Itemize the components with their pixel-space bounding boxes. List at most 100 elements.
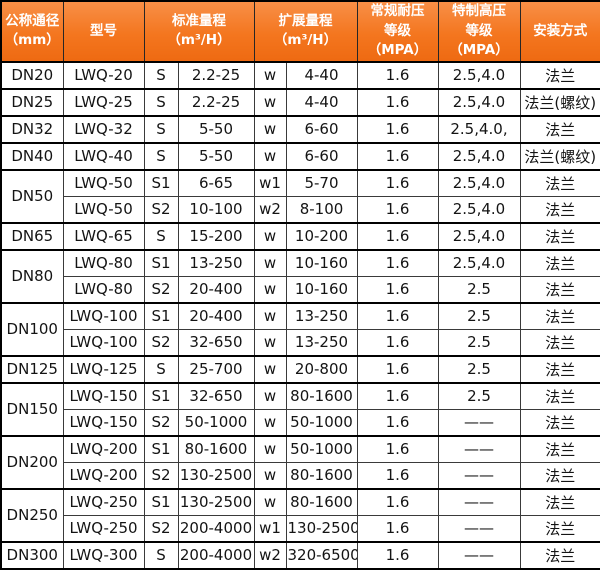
cell-install: 法兰: [519, 249, 600, 277]
cell-model: LWQ-250: [62, 488, 145, 516]
cell-model: LWQ-20: [62, 61, 145, 90]
cell-model: LWQ-150: [62, 408, 145, 437]
cell-ext-code: w: [253, 408, 287, 437]
cell-install: 法兰(螺纹): [519, 142, 600, 171]
cell-high-mpa: 2.5: [437, 382, 521, 410]
table-row: DN150 LWQ-150 S1 32-650 w 80-1600 1.6 2.5 法兰: [0, 382, 600, 437]
cell-normal-mpa: 1.6: [356, 328, 439, 357]
cell-ext-code: w: [253, 275, 287, 304]
cell-install: 法兰: [519, 435, 600, 463]
cell-ext-code: w: [253, 355, 287, 384]
header-install: 安装方式: [519, 0, 600, 63]
cell-model: LWQ-25: [62, 88, 145, 117]
cell-install: 法兰: [519, 461, 600, 490]
cell-model: LWQ-125: [62, 355, 145, 384]
cell-ext-code: w1: [253, 514, 287, 543]
cell-std-code: S2: [143, 408, 179, 437]
cell-ext-code: w: [253, 115, 287, 144]
cell-install: 法兰: [519, 382, 600, 410]
table-row: DN300 LWQ-300 S 200-4000 w2 320-6500 1.6 —— 法兰: [0, 541, 600, 570]
cell-std-range: 20-400: [177, 275, 255, 304]
cell-model: LWQ-80: [62, 249, 145, 277]
cell-model: LWQ-250: [62, 514, 145, 543]
table-row: DN80 LWQ-80 S1 13-250 w 10-160 1.6 2.5,4.0 法兰: [0, 249, 600, 304]
cell-dn: DN300: [0, 541, 64, 570]
cell-dn: DN65: [0, 222, 64, 251]
cell-ext-range: 130-2500: [285, 514, 358, 543]
cell-normal-mpa: 1.6: [356, 488, 439, 516]
cell-normal-mpa: 1.6: [356, 61, 439, 90]
cell-model: LWQ-200: [62, 461, 145, 490]
cell-model: LWQ-300: [62, 541, 145, 570]
header-text-line: （mm）: [4, 32, 60, 49]
cell-ext-code: w2: [253, 541, 287, 570]
cell-install: 法兰: [519, 61, 600, 90]
table-row: DN200 LWQ-200 S1 80-1600 w 50-1000 1.6 —— 法兰: [0, 435, 600, 490]
cell-std-range: 32-650: [177, 328, 255, 357]
cell-ext-range: 4-40: [285, 61, 358, 90]
cell-install: 法兰: [519, 355, 600, 384]
cell-ext-code: w: [253, 61, 287, 90]
header-text-line: 扩展量程: [278, 12, 333, 29]
cell-std-code: S1: [143, 249, 179, 277]
cell-std-range: 2.2-25: [177, 61, 255, 90]
cell-std-code: S2: [143, 514, 179, 543]
cell-std-code: S1: [143, 302, 179, 330]
cell-std-range: 2.2-25: [177, 88, 255, 117]
cell-std-range: 50-1000: [177, 408, 255, 437]
cell-dn: DN20: [0, 61, 64, 90]
cell-high-mpa: 2.5: [437, 275, 521, 304]
table-row: DN20 LWQ-20 S 2.2-25 w 4-40 1.6 2.5,4.0 法兰: [0, 61, 600, 90]
cell-install: 法兰: [519, 541, 600, 570]
table-row: DN250 LWQ-250 S1 130-2500 w 80-1600 1.6 —— 法兰: [0, 488, 600, 543]
cell-model: LWQ-32: [62, 115, 145, 144]
cell-high-mpa: 2.5: [437, 302, 521, 330]
cell-ext-code: w: [253, 435, 287, 463]
cell-std-range: 130-2500: [177, 488, 255, 516]
cell-model: LWQ-150: [62, 382, 145, 410]
cell-ext-range: 80-1600: [285, 488, 358, 516]
cell-high-mpa: 2.5,4.0,: [437, 115, 521, 144]
header-high-pressure: 特制高压 等级（MPA）: [437, 0, 521, 63]
cell-ext-range: 10-160: [285, 275, 358, 304]
cell-dn: DN25: [0, 88, 64, 117]
header-text-line: 等级（MPA）: [449, 22, 509, 59]
cell-normal-mpa: 1.6: [356, 408, 439, 437]
cell-normal-mpa: 1.6: [356, 302, 439, 330]
cell-normal-mpa: 1.6: [356, 355, 439, 384]
cell-ext-range: 5-70: [285, 169, 358, 197]
cell-high-mpa: ——: [437, 488, 521, 516]
cell-install: 法兰: [519, 222, 600, 251]
header-text-line: 特制高压: [452, 3, 506, 19]
cell-high-mpa: 2.5,4.0: [437, 169, 521, 197]
cell-high-mpa: ——: [437, 541, 521, 570]
header-row: 公称通径 （mm） 型号 标准量程 （m³/H） 扩展量程 （m³/H） 常规耐…: [0, 0, 600, 63]
cell-ext-code: w: [253, 249, 287, 277]
header-text-line: 标准量程: [172, 12, 226, 29]
header-standard-range: 标准量程 （m³/H）: [143, 0, 255, 63]
cell-install: 法兰: [519, 195, 600, 224]
cell-std-range: 6-65: [177, 169, 255, 197]
cell-dn: DN150: [0, 382, 64, 437]
cell-ext-range: 10-200: [285, 222, 358, 251]
header-text-line: 等级（MPA）: [367, 22, 428, 59]
cell-ext-range: 80-1600: [285, 461, 358, 490]
cell-std-range: 80-1600: [177, 435, 255, 463]
spec-table-body: DN20 LWQ-20 S 2.2-25 w 4-40 1.6 2.5,4.0 法兰 DN25 LW…: [0, 61, 600, 570]
cell-std-range: 200-4000: [177, 514, 255, 543]
cell-std-range: 10-100: [177, 195, 255, 224]
table-row: LWQ-150 S2 50-1000 w 50-1000 1.6 —— 法兰: [1, 408, 600, 437]
cell-std-code: S2: [143, 461, 179, 490]
cell-std-code: S: [143, 222, 179, 251]
cell-ext-code: w: [253, 222, 287, 251]
table-row: LWQ-250 S2 200-4000 w1 130-2500 1.6 —— 法兰: [1, 514, 600, 543]
cell-dn: DN50: [0, 169, 64, 224]
cell-install: 法兰: [519, 488, 600, 516]
cell-high-mpa: 2.5,4.0: [437, 142, 521, 171]
cell-high-mpa: 2.5,4.0: [437, 222, 521, 251]
cell-normal-mpa: 1.6: [356, 88, 439, 117]
table-row: LWQ-200 S2 130-2500 w 80-1600 1.6 —— 法兰: [1, 461, 600, 490]
cell-model: LWQ-65: [62, 222, 145, 251]
cell-high-mpa: ——: [437, 514, 521, 543]
cell-std-code: S1: [143, 169, 179, 197]
